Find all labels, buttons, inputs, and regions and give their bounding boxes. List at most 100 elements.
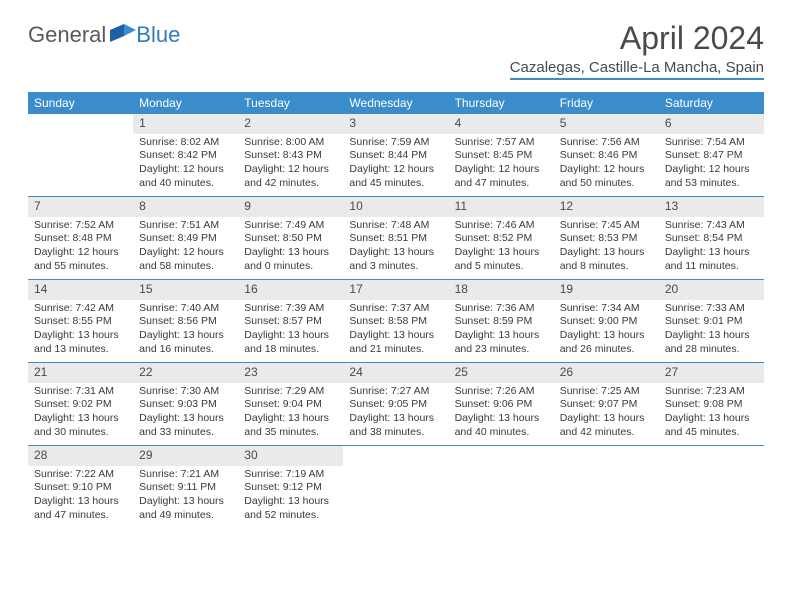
day-info: Sunrise: 7:25 AMSunset: 9:07 PMDaylight:… [554, 383, 659, 444]
day-number: 22 [133, 363, 238, 383]
day-cell: 1Sunrise: 8:02 AMSunset: 8:42 PMDaylight… [133, 114, 238, 196]
day-info: Sunrise: 7:42 AMSunset: 8:55 PMDaylight:… [28, 300, 133, 361]
logo-text-general: General [28, 22, 106, 48]
day-cell: 13 Sunrise: 7:43 AMSunset: 8:54 PMDayligh… [659, 197, 764, 279]
day-number: 12 [554, 197, 659, 217]
daylight-line: Daylight: 13 hours and 42 minutes. [560, 412, 653, 439]
sunset-line: Sunset: 9:07 PM [560, 398, 653, 412]
day-cell: 2Sunrise: 8:00 AMSunset: 8:43 PMDaylight… [238, 114, 343, 196]
header: General Blue April 2024 Cazalegas, Casti… [0, 0, 792, 86]
daylight-line: Daylight: 13 hours and 0 minutes. [244, 246, 337, 273]
daylight-line: Daylight: 13 hours and 40 minutes. [455, 412, 548, 439]
sunrise-line: Sunrise: 7:30 AM [139, 385, 232, 399]
daylight-line: Daylight: 13 hours and 21 minutes. [349, 329, 442, 356]
day-number: 5 [554, 114, 659, 134]
daylight-line: Daylight: 13 hours and 49 minutes. [139, 495, 232, 522]
day-cell: 29Sunrise: 7:21 AMSunset: 9:11 PMDayligh… [133, 446, 238, 528]
day-number: 10 [343, 197, 448, 217]
sunrise-line: Sunrise: 7:36 AM [455, 302, 548, 316]
day-number: 8 [133, 197, 238, 217]
day-info: Sunrise: 7:49 AMSunset: 8:50 PMDaylight:… [238, 217, 343, 278]
daylight-line: Daylight: 13 hours and 5 minutes. [455, 246, 548, 273]
week-row: 28Sunrise: 7:22 AMSunset: 9:10 PMDayligh… [28, 445, 764, 528]
sunrise-line: Sunrise: 7:51 AM [139, 219, 232, 233]
day-cell: 7Sunrise: 7:52 AMSunset: 8:48 PMDaylight… [28, 197, 133, 279]
day-number: 30 [238, 446, 343, 466]
day-info: Sunrise: 7:57 AMSunset: 8:45 PMDaylight:… [449, 134, 554, 195]
sunset-line: Sunset: 9:08 PM [665, 398, 758, 412]
day-number: 26 [554, 363, 659, 383]
day-number: 2 [238, 114, 343, 134]
sunset-line: Sunset: 9:06 PM [455, 398, 548, 412]
day-info: Sunrise: 7:54 AMSunset: 8:47 PMDaylight:… [659, 134, 764, 195]
sunset-line: Sunset: 8:43 PM [244, 149, 337, 163]
title-block: April 2024 Cazalegas, Castille-La Mancha… [510, 20, 764, 80]
day-info: Sunrise: 7:56 AMSunset: 8:46 PMDaylight:… [554, 134, 659, 195]
day-cell [659, 446, 764, 528]
day-info: Sunrise: 7:37 AMSunset: 8:58 PMDaylight:… [343, 300, 448, 361]
week-row: 7Sunrise: 7:52 AMSunset: 8:48 PMDaylight… [28, 196, 764, 279]
day-cell: 9Sunrise: 7:49 AMSunset: 8:50 PMDaylight… [238, 197, 343, 279]
dayhead-row: SundayMondayTuesdayWednesdayThursdayFrid… [28, 92, 764, 114]
sunrise-line: Sunrise: 7:42 AM [34, 302, 127, 316]
dayhead: Wednesday [343, 92, 448, 114]
day-cell: 14Sunrise: 7:42 AMSunset: 8:55 PMDayligh… [28, 280, 133, 362]
daylight-line: Daylight: 13 hours and 47 minutes. [34, 495, 127, 522]
day-cell: 24Sunrise: 7:27 AMSunset: 9:05 PMDayligh… [343, 363, 448, 445]
sunset-line: Sunset: 8:59 PM [455, 315, 548, 329]
day-cell: 19Sunrise: 7:34 AMSunset: 9:00 PMDayligh… [554, 280, 659, 362]
daylight-line: Daylight: 13 hours and 52 minutes. [244, 495, 337, 522]
day-number: 25 [449, 363, 554, 383]
sunset-line: Sunset: 9:00 PM [560, 315, 653, 329]
daylight-line: Daylight: 13 hours and 38 minutes. [349, 412, 442, 439]
daylight-line: Daylight: 13 hours and 30 minutes. [34, 412, 127, 439]
sunset-line: Sunset: 8:47 PM [665, 149, 758, 163]
sunset-line: Sunset: 9:02 PM [34, 398, 127, 412]
day-number: 23 [238, 363, 343, 383]
sunset-line: Sunset: 8:49 PM [139, 232, 232, 246]
sunset-line: Sunset: 8:55 PM [34, 315, 127, 329]
day-cell: 15Sunrise: 7:40 AMSunset: 8:56 PMDayligh… [133, 280, 238, 362]
day-cell: 26Sunrise: 7:25 AMSunset: 9:07 PMDayligh… [554, 363, 659, 445]
day-number: 11 [449, 197, 554, 217]
day-cell: 3Sunrise: 7:59 AMSunset: 8:44 PMDaylight… [343, 114, 448, 196]
sunset-line: Sunset: 9:10 PM [34, 481, 127, 495]
calendar: SundayMondayTuesdayWednesdayThursdayFrid… [28, 92, 764, 528]
day-number: 15 [133, 280, 238, 300]
day-number: 16 [238, 280, 343, 300]
sunset-line: Sunset: 8:46 PM [560, 149, 653, 163]
day-cell [554, 446, 659, 528]
sunset-line: Sunset: 8:50 PM [244, 232, 337, 246]
day-number: 17 [343, 280, 448, 300]
sunrise-line: Sunrise: 7:43 AM [665, 219, 758, 233]
day-number: 13 [659, 197, 764, 217]
day-cell: 11Sunrise: 7:46 AMSunset: 8:52 PMDayligh… [449, 197, 554, 279]
daylight-line: Daylight: 13 hours and 11 minutes. [665, 246, 758, 273]
day-cell: 30Sunrise: 7:19 AMSunset: 9:12 PMDayligh… [238, 446, 343, 528]
sunrise-line: Sunrise: 7:21 AM [139, 468, 232, 482]
day-info: Sunrise: 7:22 AMSunset: 9:10 PMDaylight:… [28, 466, 133, 527]
day-info: Sunrise: 7:51 AMSunset: 8:49 PMDaylight:… [133, 217, 238, 278]
day-info: Sunrise: 7:33 AMSunset: 9:01 PMDaylight:… [659, 300, 764, 361]
day-number: 14 [28, 280, 133, 300]
day-cell: 12Sunrise: 7:45 AMSunset: 8:53 PMDayligh… [554, 197, 659, 279]
daylight-line: Daylight: 13 hours and 45 minutes. [665, 412, 758, 439]
sunrise-line: Sunrise: 7:19 AM [244, 468, 337, 482]
sunset-line: Sunset: 9:05 PM [349, 398, 442, 412]
day-cell: 28Sunrise: 7:22 AMSunset: 9:10 PMDayligh… [28, 446, 133, 528]
day-info: Sunrise: 7:48 AMSunset: 8:51 PMDaylight:… [343, 217, 448, 278]
day-info: Sunrise: 7:26 AMSunset: 9:06 PMDaylight:… [449, 383, 554, 444]
day-number: 18 [449, 280, 554, 300]
sunrise-line: Sunrise: 7:39 AM [244, 302, 337, 316]
day-info: Sunrise: 7:34 AMSunset: 9:00 PMDaylight:… [554, 300, 659, 361]
day-info: Sunrise: 7:52 AMSunset: 8:48 PMDaylight:… [28, 217, 133, 278]
sunrise-line: Sunrise: 7:27 AM [349, 385, 442, 399]
sunrise-line: Sunrise: 7:48 AM [349, 219, 442, 233]
week-row: 1Sunrise: 8:02 AMSunset: 8:42 PMDaylight… [28, 114, 764, 196]
sunset-line: Sunset: 8:48 PM [34, 232, 127, 246]
dayhead: Saturday [659, 92, 764, 114]
day-cell [343, 446, 448, 528]
sunrise-line: Sunrise: 7:31 AM [34, 385, 127, 399]
day-number: 27 [659, 363, 764, 383]
sunset-line: Sunset: 8:54 PM [665, 232, 758, 246]
